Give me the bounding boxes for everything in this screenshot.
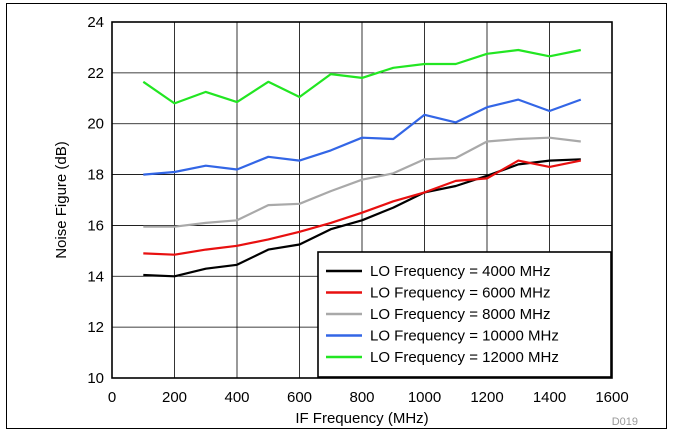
legend: LO Frequency = 4000 MHz LO Frequency = 60…: [317, 251, 612, 378]
x-tick-label: 1000: [408, 389, 441, 406]
y-tick-label: 16: [87, 217, 104, 234]
y-tick-label: 22: [87, 65, 104, 82]
legend-label: LO Frequency = 12000 MHz: [370, 349, 559, 366]
legend-label: LO Frequency = 6000 MHz: [370, 285, 551, 302]
y-tick-label: 14: [87, 268, 104, 285]
x-tick-labels: 0 200 400 600 800 1000 1200 1400 1600: [108, 389, 629, 406]
legend-box: [317, 251, 612, 378]
series-line-5: [142, 48, 582, 105]
series-line-1: [143, 158, 581, 278]
series-lines: [142, 48, 582, 278]
x-tick-label: 1400: [533, 389, 566, 406]
y-axis-title: Noise Figure (dB): [53, 141, 70, 259]
y-tick-label: 12: [87, 319, 104, 336]
x-tick-label: 0: [108, 389, 116, 406]
plot-area-border: [111, 21, 613, 379]
series-line-2: [143, 159, 582, 256]
y-tick-label: 24: [87, 14, 104, 31]
x-tick-label: 800: [349, 389, 374, 406]
x-tick-label: 600: [287, 389, 312, 406]
y-tick-labels: 10 12 14 16 18 20 22 24: [87, 14, 104, 387]
series-line-3: [143, 136, 581, 228]
y-tick-label: 20: [87, 116, 104, 133]
y-tick-label: 18: [87, 167, 104, 184]
x-tick-label: 400: [224, 389, 249, 406]
legend-label: LO Frequency = 4000 MHz: [370, 263, 551, 280]
series-line-4: [143, 98, 582, 176]
y-tick-label: 10: [87, 370, 104, 387]
x-axis-title: IF Frequency (MHz): [295, 410, 428, 427]
legend-label: LO Frequency = 10000 MHz: [370, 328, 559, 345]
x-tick-label: 200: [162, 389, 187, 406]
legend-label: LO Frequency = 8000 MHz: [370, 306, 551, 323]
x-tick-label: 1600: [595, 389, 628, 406]
figure-id: D019: [612, 416, 638, 428]
x-tick-label: 1200: [470, 389, 503, 406]
